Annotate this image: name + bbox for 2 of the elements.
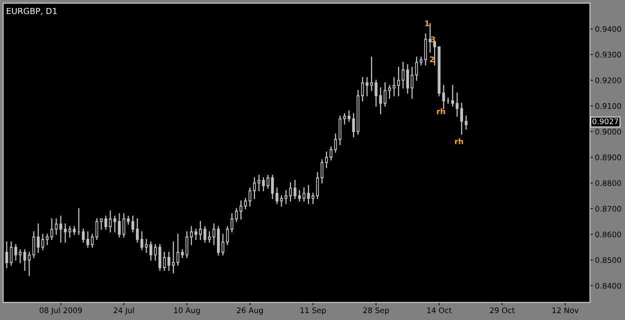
chart-title: EURGBP, D1 (6, 8, 57, 15)
candlestick (451, 84, 454, 106)
